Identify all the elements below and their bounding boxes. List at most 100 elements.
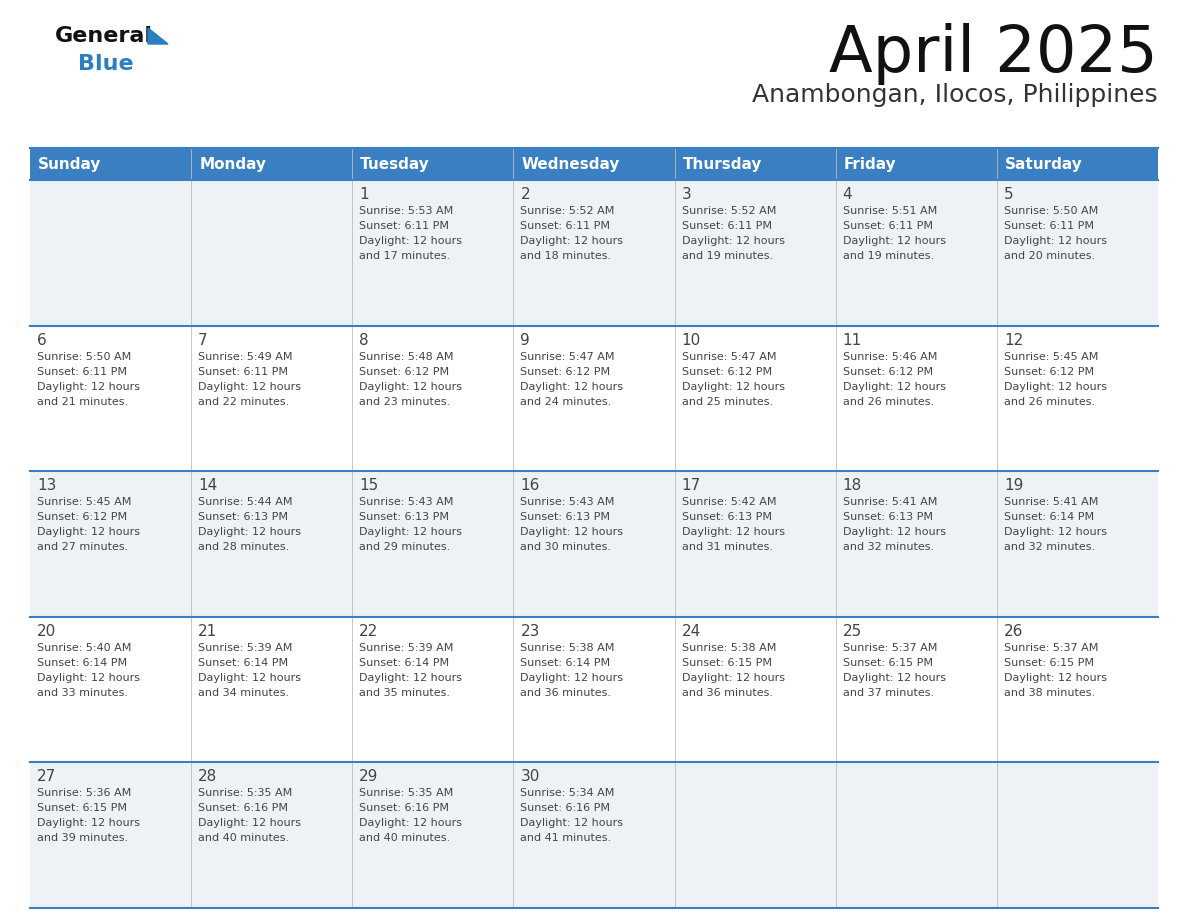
Text: Daylight: 12 hours: Daylight: 12 hours <box>198 382 301 392</box>
Text: Blue: Blue <box>78 54 133 74</box>
Bar <box>30 617 191 763</box>
Text: Sunset: 6:16 PM: Sunset: 6:16 PM <box>198 803 289 813</box>
Text: and 23 minutes.: and 23 minutes. <box>359 397 450 407</box>
Text: Daylight: 12 hours: Daylight: 12 hours <box>37 819 140 828</box>
Text: Sunrise: 5:37 AM: Sunrise: 5:37 AM <box>842 643 937 653</box>
Text: Saturday: Saturday <box>1005 156 1082 172</box>
Text: Daylight: 12 hours: Daylight: 12 hours <box>1004 382 1107 392</box>
Text: Daylight: 12 hours: Daylight: 12 hours <box>359 236 462 246</box>
Text: Wednesday: Wednesday <box>522 156 620 172</box>
Text: Sunset: 6:12 PM: Sunset: 6:12 PM <box>37 512 127 522</box>
Text: and 33 minutes.: and 33 minutes. <box>37 688 128 698</box>
Text: Sunrise: 5:41 AM: Sunrise: 5:41 AM <box>842 498 937 508</box>
Text: 5: 5 <box>1004 187 1013 202</box>
Bar <box>191 180 353 326</box>
Text: Sunrise: 5:47 AM: Sunrise: 5:47 AM <box>520 352 615 362</box>
Bar <box>997 617 1158 763</box>
Text: 23: 23 <box>520 624 539 639</box>
Text: Sunrise: 5:41 AM: Sunrise: 5:41 AM <box>1004 498 1098 508</box>
Text: 17: 17 <box>682 478 701 493</box>
Text: Sunrise: 5:50 AM: Sunrise: 5:50 AM <box>37 352 131 362</box>
Bar <box>675 326 835 471</box>
Text: Friday: Friday <box>843 156 896 172</box>
Text: Sunrise: 5:40 AM: Sunrise: 5:40 AM <box>37 643 132 653</box>
Text: Daylight: 12 hours: Daylight: 12 hours <box>682 673 784 683</box>
Text: Sunday: Sunday <box>38 156 101 172</box>
Text: Sunset: 6:11 PM: Sunset: 6:11 PM <box>842 221 933 231</box>
Text: Sunset: 6:15 PM: Sunset: 6:15 PM <box>1004 658 1094 667</box>
Bar <box>997 471 1158 617</box>
Bar <box>513 326 675 471</box>
Text: Sunrise: 5:52 AM: Sunrise: 5:52 AM <box>682 206 776 216</box>
Text: and 25 minutes.: and 25 minutes. <box>682 397 772 407</box>
Text: Sunrise: 5:45 AM: Sunrise: 5:45 AM <box>37 498 132 508</box>
Text: 18: 18 <box>842 478 862 493</box>
Bar <box>30 180 191 326</box>
Text: Sunrise: 5:38 AM: Sunrise: 5:38 AM <box>682 643 776 653</box>
Text: and 21 minutes.: and 21 minutes. <box>37 397 128 407</box>
Text: Sunset: 6:11 PM: Sunset: 6:11 PM <box>359 221 449 231</box>
Text: Sunset: 6:14 PM: Sunset: 6:14 PM <box>359 658 449 667</box>
Text: and 18 minutes.: and 18 minutes. <box>520 251 612 261</box>
Text: Daylight: 12 hours: Daylight: 12 hours <box>359 527 462 537</box>
Text: 16: 16 <box>520 478 539 493</box>
Text: Daylight: 12 hours: Daylight: 12 hours <box>37 673 140 683</box>
Text: Daylight: 12 hours: Daylight: 12 hours <box>198 819 301 828</box>
Text: Daylight: 12 hours: Daylight: 12 hours <box>842 236 946 246</box>
Text: Daylight: 12 hours: Daylight: 12 hours <box>1004 673 1107 683</box>
Bar <box>353 617 513 763</box>
Text: and 36 minutes.: and 36 minutes. <box>520 688 612 698</box>
Bar <box>675 471 835 617</box>
Text: 9: 9 <box>520 332 530 348</box>
Text: and 39 minutes.: and 39 minutes. <box>37 834 128 844</box>
Text: and 38 minutes.: and 38 minutes. <box>1004 688 1095 698</box>
Text: Sunset: 6:13 PM: Sunset: 6:13 PM <box>842 512 933 522</box>
Text: Sunrise: 5:38 AM: Sunrise: 5:38 AM <box>520 643 615 653</box>
Text: Sunrise: 5:45 AM: Sunrise: 5:45 AM <box>1004 352 1098 362</box>
Bar <box>353 471 513 617</box>
Text: 10: 10 <box>682 332 701 348</box>
Text: Daylight: 12 hours: Daylight: 12 hours <box>842 382 946 392</box>
Text: Sunset: 6:12 PM: Sunset: 6:12 PM <box>1004 366 1094 376</box>
Bar <box>997 180 1158 326</box>
Text: Sunset: 6:11 PM: Sunset: 6:11 PM <box>1004 221 1094 231</box>
Bar <box>30 148 1158 180</box>
Text: Sunrise: 5:43 AM: Sunrise: 5:43 AM <box>520 498 615 508</box>
Text: Sunset: 6:12 PM: Sunset: 6:12 PM <box>682 366 772 376</box>
Text: 28: 28 <box>198 769 217 784</box>
Text: Sunset: 6:11 PM: Sunset: 6:11 PM <box>198 366 289 376</box>
Text: April 2025: April 2025 <box>829 23 1158 85</box>
Bar <box>835 471 997 617</box>
Bar <box>835 326 997 471</box>
Text: Sunrise: 5:53 AM: Sunrise: 5:53 AM <box>359 206 454 216</box>
Text: Daylight: 12 hours: Daylight: 12 hours <box>520 236 624 246</box>
Text: Sunset: 6:15 PM: Sunset: 6:15 PM <box>682 658 771 667</box>
Text: 8: 8 <box>359 332 369 348</box>
Text: Sunset: 6:16 PM: Sunset: 6:16 PM <box>359 803 449 813</box>
Text: and 32 minutes.: and 32 minutes. <box>842 543 934 553</box>
Text: Daylight: 12 hours: Daylight: 12 hours <box>198 673 301 683</box>
Text: Thursday: Thursday <box>683 156 762 172</box>
Text: General: General <box>55 26 153 46</box>
Text: Sunrise: 5:39 AM: Sunrise: 5:39 AM <box>359 643 454 653</box>
Text: Daylight: 12 hours: Daylight: 12 hours <box>359 382 462 392</box>
Bar <box>835 763 997 908</box>
Bar <box>30 326 191 471</box>
Text: 11: 11 <box>842 332 862 348</box>
Text: 22: 22 <box>359 624 379 639</box>
Bar <box>675 180 835 326</box>
Text: Sunrise: 5:44 AM: Sunrise: 5:44 AM <box>198 498 292 508</box>
Text: 1: 1 <box>359 187 369 202</box>
Text: Sunrise: 5:51 AM: Sunrise: 5:51 AM <box>842 206 937 216</box>
Bar <box>30 763 191 908</box>
Text: and 35 minutes.: and 35 minutes. <box>359 688 450 698</box>
Text: 6: 6 <box>37 332 46 348</box>
Text: Monday: Monday <box>200 156 266 172</box>
Text: Daylight: 12 hours: Daylight: 12 hours <box>842 527 946 537</box>
Text: and 19 minutes.: and 19 minutes. <box>842 251 934 261</box>
Bar <box>835 617 997 763</box>
Text: and 28 minutes.: and 28 minutes. <box>198 543 290 553</box>
Text: Sunrise: 5:50 AM: Sunrise: 5:50 AM <box>1004 206 1098 216</box>
Text: 7: 7 <box>198 332 208 348</box>
Text: Sunrise: 5:43 AM: Sunrise: 5:43 AM <box>359 498 454 508</box>
